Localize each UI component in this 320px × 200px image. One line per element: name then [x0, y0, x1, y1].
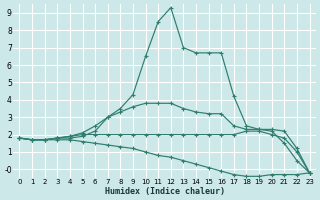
X-axis label: Humidex (Indice chaleur): Humidex (Indice chaleur) [105, 187, 225, 196]
